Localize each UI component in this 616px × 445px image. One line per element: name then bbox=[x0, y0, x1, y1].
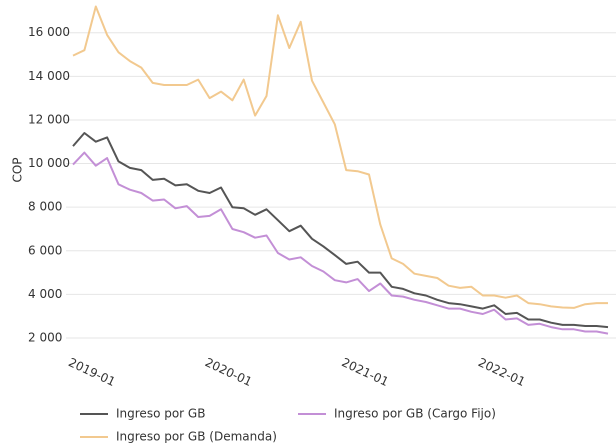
y-tick-label: 2 000 bbox=[28, 331, 62, 345]
y-tick-label: 16 000 bbox=[28, 25, 70, 39]
y-tick-label: 8 000 bbox=[28, 200, 62, 214]
x-tick-label: 2022-01 bbox=[476, 355, 527, 389]
y-tick-label: 12 000 bbox=[28, 112, 70, 126]
y-axis-label: COP bbox=[11, 157, 25, 182]
series-line bbox=[72, 151, 609, 335]
y-tick-label: 14 000 bbox=[28, 69, 70, 83]
legend-label: Ingreso por GB (Demanda) bbox=[116, 430, 277, 444]
legend-label: Ingreso por GB (Cargo Fijo) bbox=[334, 407, 496, 421]
series-line bbox=[72, 5, 608, 309]
x-tick-label: 2021-01 bbox=[339, 355, 390, 389]
x-tick-label: 2019-01 bbox=[66, 355, 117, 389]
series-line bbox=[72, 132, 609, 329]
y-tick-label: 6 000 bbox=[28, 243, 62, 257]
x-tick-label: 2020-01 bbox=[203, 355, 254, 389]
y-tick-label: 10 000 bbox=[28, 156, 70, 170]
legend-label: Ingreso por GB bbox=[116, 407, 205, 421]
y-tick-label: 4 000 bbox=[28, 287, 62, 301]
